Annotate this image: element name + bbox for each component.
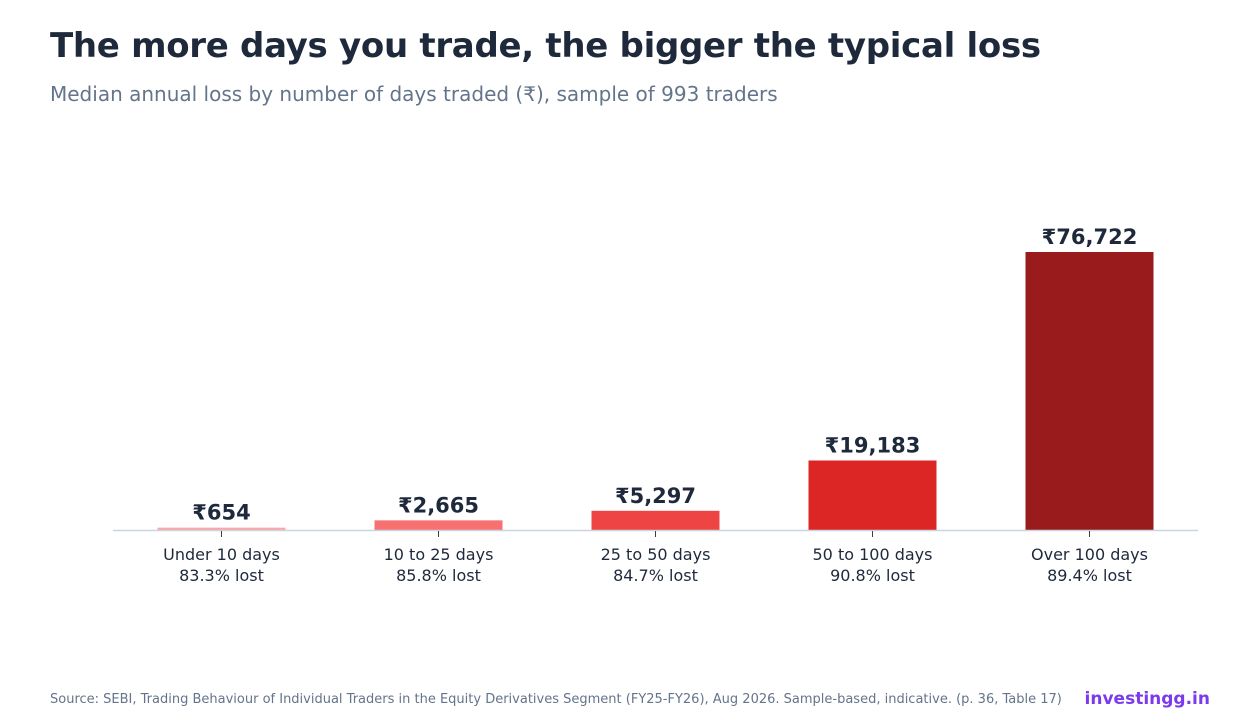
source-note: Source: SEBI, Trading Behaviour of Indiv… xyxy=(50,692,1062,707)
category-label-2: 10 to 25 days xyxy=(384,545,494,564)
value-label-3: ₹5,297 xyxy=(615,484,696,508)
brand-logo-text[interactable]: investingg.in xyxy=(1084,689,1210,709)
bar-group xyxy=(157,252,1154,530)
value-label-4: ₹19,183 xyxy=(825,433,921,457)
category-label-1: Under 10 days xyxy=(163,545,280,564)
bar-4 xyxy=(808,460,937,530)
bar-3 xyxy=(591,510,720,530)
category-label-3: 25 to 50 days xyxy=(601,545,711,564)
category-label-4: 50 to 100 days xyxy=(813,545,933,564)
loss-share-label-3: 84.7% lost xyxy=(613,566,698,585)
label-group: ₹654 Under 10 days 83.3% lost ₹2,665 10 to 2… xyxy=(163,225,1148,585)
chart-title: The more days you trade, the bigger the … xyxy=(50,26,1041,66)
loss-share-label-1: 83.3% lost xyxy=(179,566,264,585)
bar-2 xyxy=(374,520,503,530)
value-label-2: ₹2,665 xyxy=(398,493,479,517)
loss-share-label-4: 90.8% lost xyxy=(830,566,915,585)
chart-subtitle: Median annual loss by number of days tra… xyxy=(50,82,778,106)
category-label-5: Over 100 days xyxy=(1031,545,1148,564)
value-label-5: ₹76,722 xyxy=(1042,225,1138,249)
loss-share-label-5: 89.4% lost xyxy=(1047,566,1132,585)
value-label-1: ₹654 xyxy=(192,501,250,525)
bar-5 xyxy=(1025,252,1154,530)
bar-1 xyxy=(157,527,286,530)
loss-share-label-2: 85.8% lost xyxy=(396,566,481,585)
